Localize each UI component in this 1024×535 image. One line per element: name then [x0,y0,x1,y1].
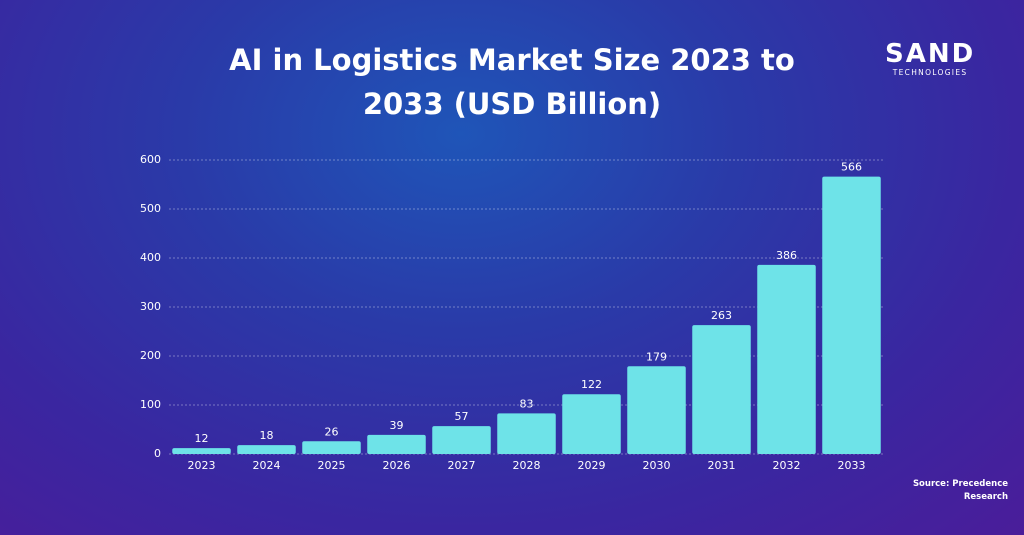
value-label: 122 [581,378,602,391]
y-tick-label: 0 [154,447,161,460]
x-tick-label: 2033 [838,459,866,472]
logo-tagline: TECHNOLOGIES [892,68,968,77]
value-label: 39 [390,419,404,432]
bar [692,325,751,454]
bar [627,366,686,454]
value-label: 18 [260,429,274,442]
value-label: 57 [455,410,469,423]
bar [302,441,361,454]
bar [432,426,491,454]
bar [497,413,556,454]
value-label: 566 [841,161,862,174]
y-tick-label: 300 [140,300,161,313]
value-label: 12 [195,432,209,445]
value-label: 263 [711,309,732,322]
bar [237,445,296,454]
bar [172,448,231,454]
value-label: 386 [776,249,797,262]
y-tick-label: 200 [140,349,161,362]
value-label: 26 [325,425,339,438]
x-tick-label: 2030 [643,459,671,472]
x-tick-label: 2027 [448,459,476,472]
y-tick-label: 500 [140,202,161,215]
bar [822,176,881,454]
bar [367,434,426,454]
x-tick-label: 2023 [188,459,216,472]
x-tick-label: 2032 [773,459,801,472]
x-tick-label: 2025 [318,459,346,472]
logo-name: SAND [885,39,976,69]
x-tick-label: 2031 [708,459,736,472]
y-tick-label: 600 [140,153,161,166]
y-tick-label: 100 [140,398,161,411]
x-tick-label: 2028 [513,459,541,472]
bar [562,394,621,454]
bar [757,264,816,454]
x-tick-label: 2026 [383,459,411,472]
value-label: 179 [646,350,667,363]
x-tick-label: 2029 [578,459,606,472]
x-tick-label: 2024 [253,459,281,472]
y-tick-label: 400 [140,251,161,264]
chart-title: AI in Logistics Market Size 2023 to 2033… [229,43,795,121]
source-note: Source: Precedence Research [912,479,1008,502]
value-label: 83 [520,397,534,410]
logo: SAND TECHNOLOGIES [885,40,975,77]
